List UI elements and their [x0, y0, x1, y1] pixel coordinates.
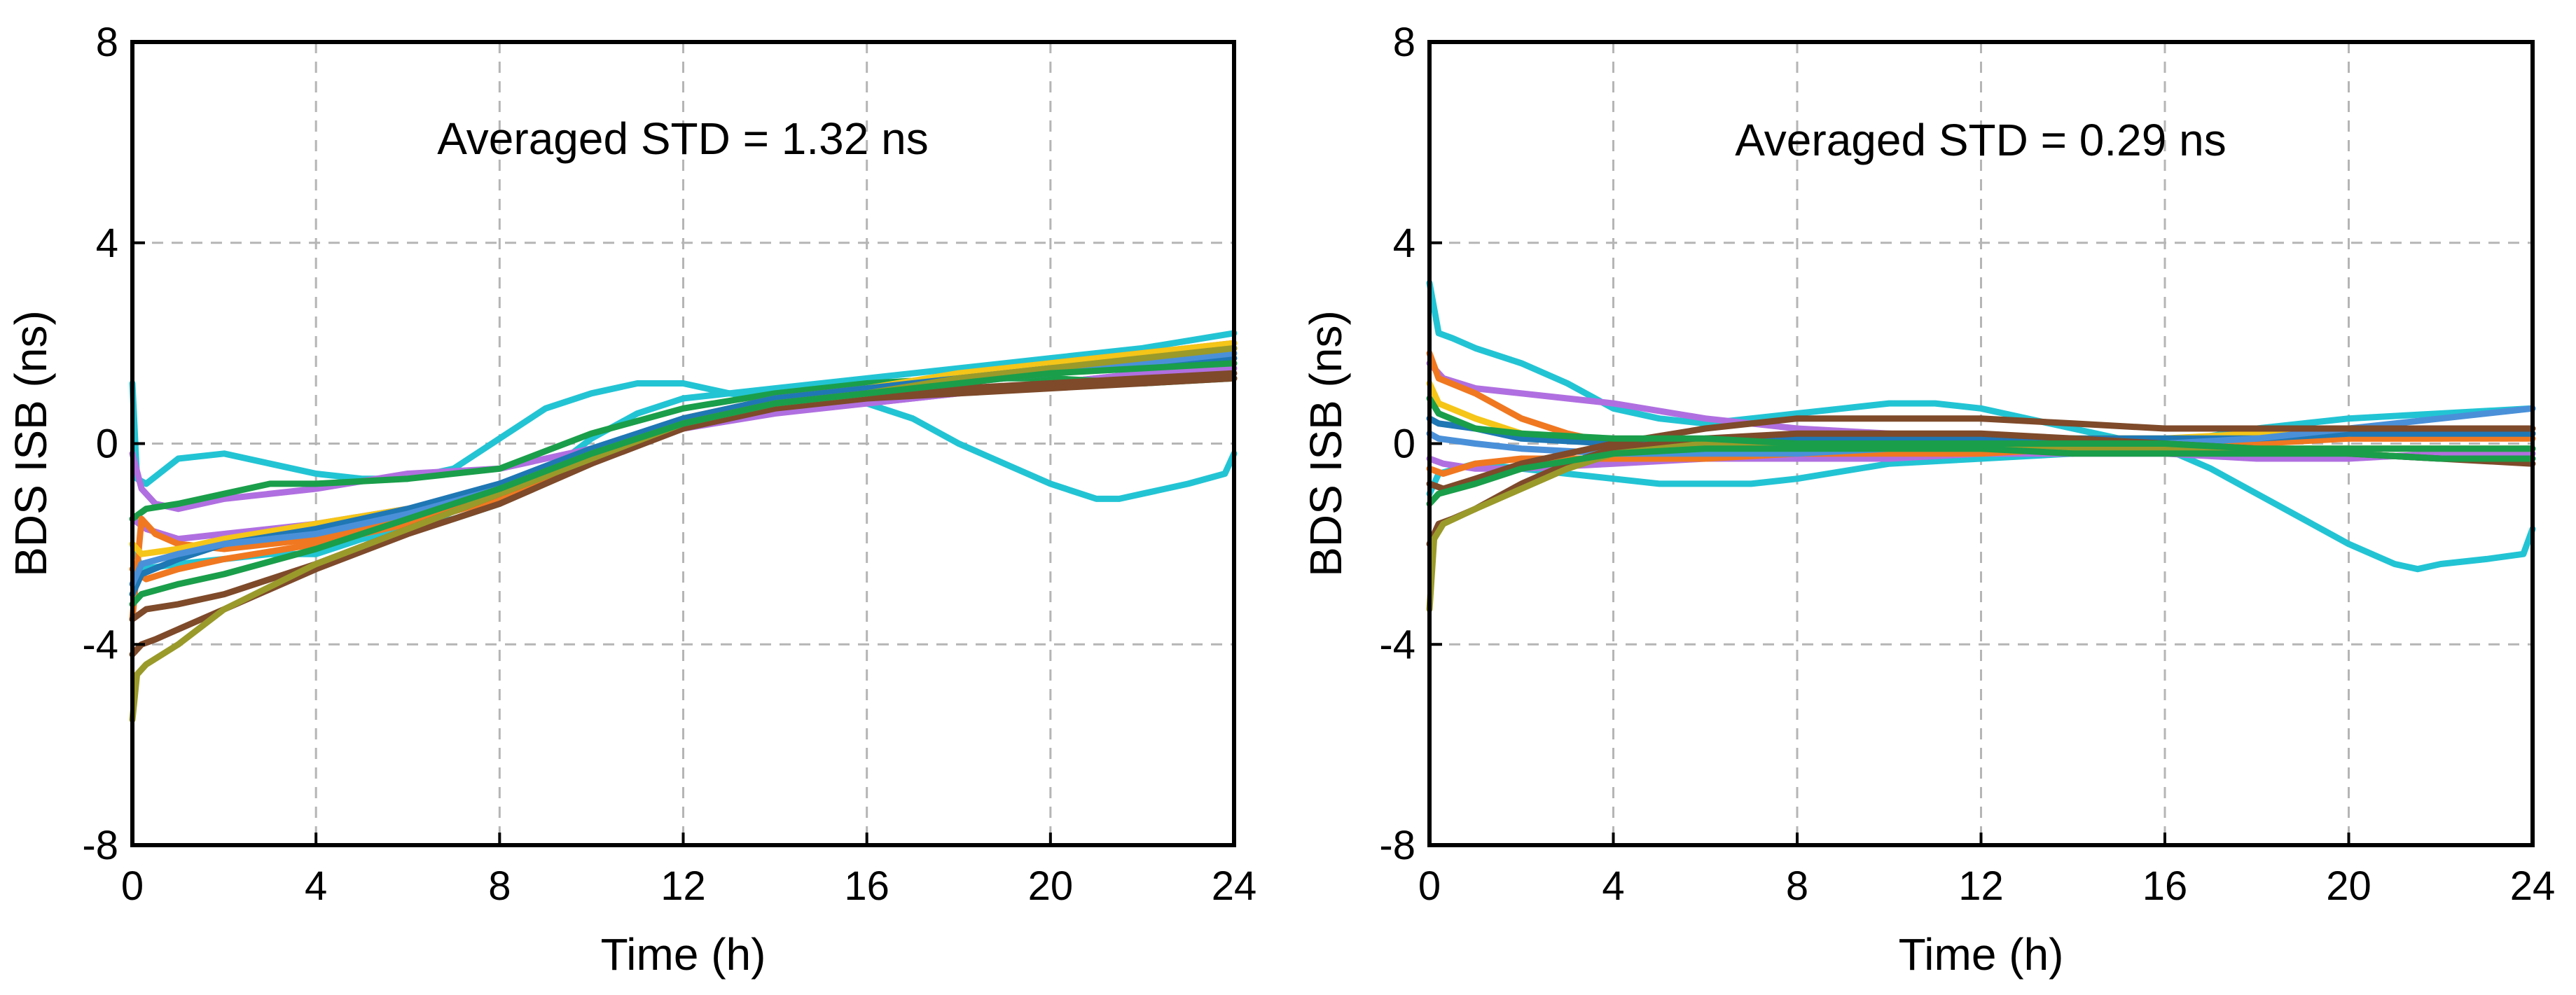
- y-tick-label: 0: [96, 422, 118, 467]
- x-tick-label: 8: [488, 863, 511, 909]
- chart-panel-right: 0 4 8 12 16 20 24 8 4 0 -4 -8 Averaged STD = 0.29 …: [1301, 20, 2555, 980]
- x-tick-label: 12: [660, 863, 706, 909]
- series-line-12: [1426, 440, 2536, 613]
- x-tick-label: 24: [2510, 863, 2556, 909]
- data-series: [1426, 279, 2536, 613]
- x-axis-ticks: 0 4 8 12 16 20 24: [1418, 833, 2555, 909]
- data-series: [129, 330, 1238, 723]
- x-tick-label: 16: [2142, 863, 2188, 909]
- x-axis-label: Time (h): [601, 929, 766, 980]
- series-line-11: [1426, 415, 2536, 492]
- series-line-4: [1426, 450, 2536, 472]
- y-tick-label: -4: [1379, 622, 1415, 667]
- y-tick-label: 8: [96, 20, 118, 65]
- series-line-6: [1426, 430, 2536, 477]
- y-axis-ticks: 8 4 0 -4 -8: [1379, 20, 1442, 868]
- series-line-1: [129, 380, 1238, 502]
- x-tick-label: 24: [1212, 863, 1257, 909]
- y-tick-label: -4: [82, 622, 118, 667]
- x-tick-label: 4: [305, 863, 327, 909]
- x-tick-label: 12: [1958, 863, 2004, 909]
- series-line-14: [1426, 395, 2536, 452]
- x-tick-label: 20: [2326, 863, 2371, 909]
- x-tick-label: 8: [1786, 863, 1808, 909]
- y-axis-label: BDS ISB (ns): [1301, 310, 1351, 577]
- y-tick-label: -8: [82, 823, 118, 868]
- x-tick-label: 0: [1418, 863, 1441, 909]
- series-line-14: [129, 360, 1238, 608]
- x-axis-label: Time (h): [1899, 929, 2064, 980]
- y-tick-label: 4: [96, 221, 118, 266]
- series-line-13: [1426, 445, 2536, 507]
- x-tick-label: 20: [1028, 863, 1074, 909]
- x-axis-ticks: 0 4 8 12 16 20 24: [121, 833, 1256, 909]
- y-axis-ticks: 8 4 0 -4 -8: [82, 20, 145, 868]
- series-line-1: [1426, 279, 2536, 573]
- y-tick-label: 0: [1393, 422, 1415, 467]
- y-tick-label: 8: [1393, 20, 1415, 65]
- grid-lines: [132, 42, 1234, 845]
- chart-panel-left: 0 4 8 12 16 20 24 8 4 0 -4 -8 Averaged STD = 1.32 …: [6, 20, 1256, 980]
- x-tick-label: 16: [844, 863, 889, 909]
- x-tick-label: 0: [121, 863, 144, 909]
- x-tick-label: 4: [1602, 863, 1624, 909]
- series-line-13: [129, 345, 1238, 723]
- y-tick-label: 4: [1393, 221, 1415, 266]
- std-annotation: Averaged STD = 0.29 ns: [1735, 115, 2226, 165]
- series-line-11: [129, 375, 1238, 658]
- y-tick-label: -8: [1379, 823, 1415, 868]
- std-annotation: Averaged STD = 1.32 ns: [437, 113, 928, 164]
- y-axis-label: BDS ISB (ns): [6, 310, 56, 577]
